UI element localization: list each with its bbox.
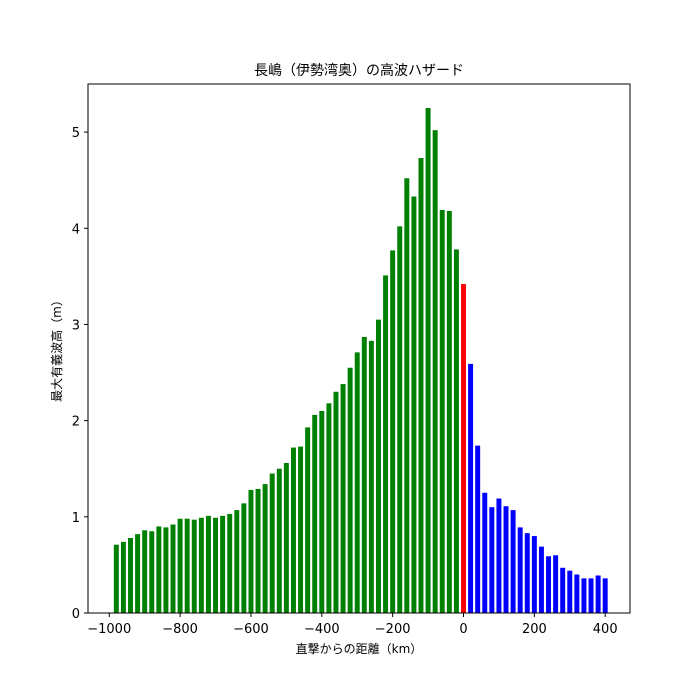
bar-before-28 — [312, 414, 318, 613]
bar-before-24 — [283, 462, 289, 613]
bar-before-41 — [404, 178, 410, 613]
bar-after-11 — [546, 556, 551, 613]
bar-after-5 — [503, 506, 509, 613]
bar-before-5 — [149, 531, 155, 613]
bar-after-10 — [538, 546, 544, 613]
x-tick-label: −600 — [233, 622, 269, 637]
bar-before-35 — [361, 336, 367, 613]
bar-after-14 — [567, 570, 573, 613]
bar-after-17 — [588, 578, 594, 613]
bars-group — [113, 108, 608, 614]
bar-before-46 — [439, 210, 445, 613]
y-axis-ticks: 0 1 2 3 4 5 — [72, 126, 88, 622]
bar-after-4 — [496, 498, 502, 613]
y-axis-label: 最大有義波高（m） — [49, 294, 64, 402]
bar-before-12 — [198, 517, 204, 613]
bar-before-9 — [177, 518, 183, 613]
bar-before-29 — [319, 411, 325, 613]
bar-before-34 — [354, 352, 360, 613]
bar-before-7 — [163, 527, 169, 613]
bar-before-39 — [390, 250, 396, 613]
x-tick-label: −400 — [304, 622, 340, 637]
bar-before-31 — [333, 391, 339, 613]
bar-before-44 — [425, 108, 431, 614]
x-tick-label: −200 — [375, 622, 411, 637]
bar-before-38 — [383, 275, 389, 613]
bar-before-22 — [269, 473, 275, 613]
bar-before-40 — [397, 226, 403, 613]
bar-before-48 — [453, 249, 459, 613]
bar-before-19 — [248, 489, 254, 613]
bar-after-9 — [531, 536, 537, 613]
y-tick-label: 2 — [72, 415, 80, 430]
bar-after-19 — [602, 578, 608, 613]
bar-before-3 — [135, 534, 141, 613]
bar-before-36 — [368, 340, 374, 613]
bar-before-4 — [142, 530, 148, 613]
bar-before-0 — [113, 544, 119, 613]
bar-after-13 — [560, 567, 566, 613]
chart-title: 長嶋（伊勢湾奥）の高波ハザード — [254, 62, 464, 79]
bar-after-18 — [595, 575, 601, 613]
bar-landfall-0 — [461, 284, 466, 613]
bar-before-27 — [305, 427, 311, 613]
bar-before-14 — [213, 517, 219, 613]
plot-frame — [87, 83, 631, 614]
bar-after-3 — [489, 507, 495, 613]
bar-after-7 — [517, 527, 523, 613]
bar-before-11 — [191, 519, 197, 613]
x-tick-label: 0 — [459, 622, 467, 637]
bar-before-42 — [411, 196, 417, 613]
bar-after-16 — [581, 578, 587, 613]
bar-before-23 — [276, 468, 282, 613]
bar-after-8 — [524, 533, 530, 613]
bar-before-32 — [340, 384, 346, 613]
bar-after-6 — [510, 510, 516, 613]
bar-before-2 — [128, 537, 133, 613]
bar-before-26 — [298, 446, 304, 613]
bar-after-12 — [553, 555, 559, 613]
bar-before-25 — [290, 447, 296, 613]
bar-before-30 — [326, 403, 332, 613]
bar-before-8 — [170, 524, 176, 613]
bar-before-20 — [255, 488, 261, 613]
bar-before-45 — [432, 130, 438, 614]
x-tick-label: −1000 — [87, 622, 131, 637]
y-tick-label: 0 — [72, 607, 80, 622]
bar-before-15 — [220, 515, 226, 613]
x-axis-ticks: −1000 −800 −600 −400 −200 0 200 400 — [87, 613, 618, 637]
bar-before-1 — [120, 541, 126, 613]
y-tick-label: 5 — [72, 126, 80, 141]
bar-before-47 — [446, 210, 452, 613]
bar-before-16 — [227, 513, 233, 613]
y-tick-label: 4 — [72, 222, 80, 237]
bar-before-17 — [234, 510, 240, 613]
bar-after-15 — [574, 574, 580, 613]
bar-before-18 — [241, 503, 247, 613]
bar-before-33 — [347, 367, 353, 613]
bar-after-0 — [468, 363, 474, 613]
x-axis-label: 直撃からの距離（km） — [296, 641, 423, 656]
bar-before-43 — [418, 158, 424, 613]
x-tick-label: 400 — [593, 622, 618, 637]
x-tick-label: −800 — [162, 622, 198, 637]
bar-before-37 — [376, 319, 381, 613]
bar-before-10 — [184, 518, 190, 613]
x-tick-label: 200 — [522, 622, 547, 637]
bar-before-21 — [262, 484, 268, 613]
y-tick-label: 3 — [72, 318, 80, 333]
y-tick-label: 1 — [72, 511, 80, 526]
bar-before-13 — [205, 515, 211, 613]
bar-before-6 — [156, 526, 162, 613]
bar-after-2 — [482, 492, 488, 613]
bar-after-1 — [475, 445, 481, 613]
